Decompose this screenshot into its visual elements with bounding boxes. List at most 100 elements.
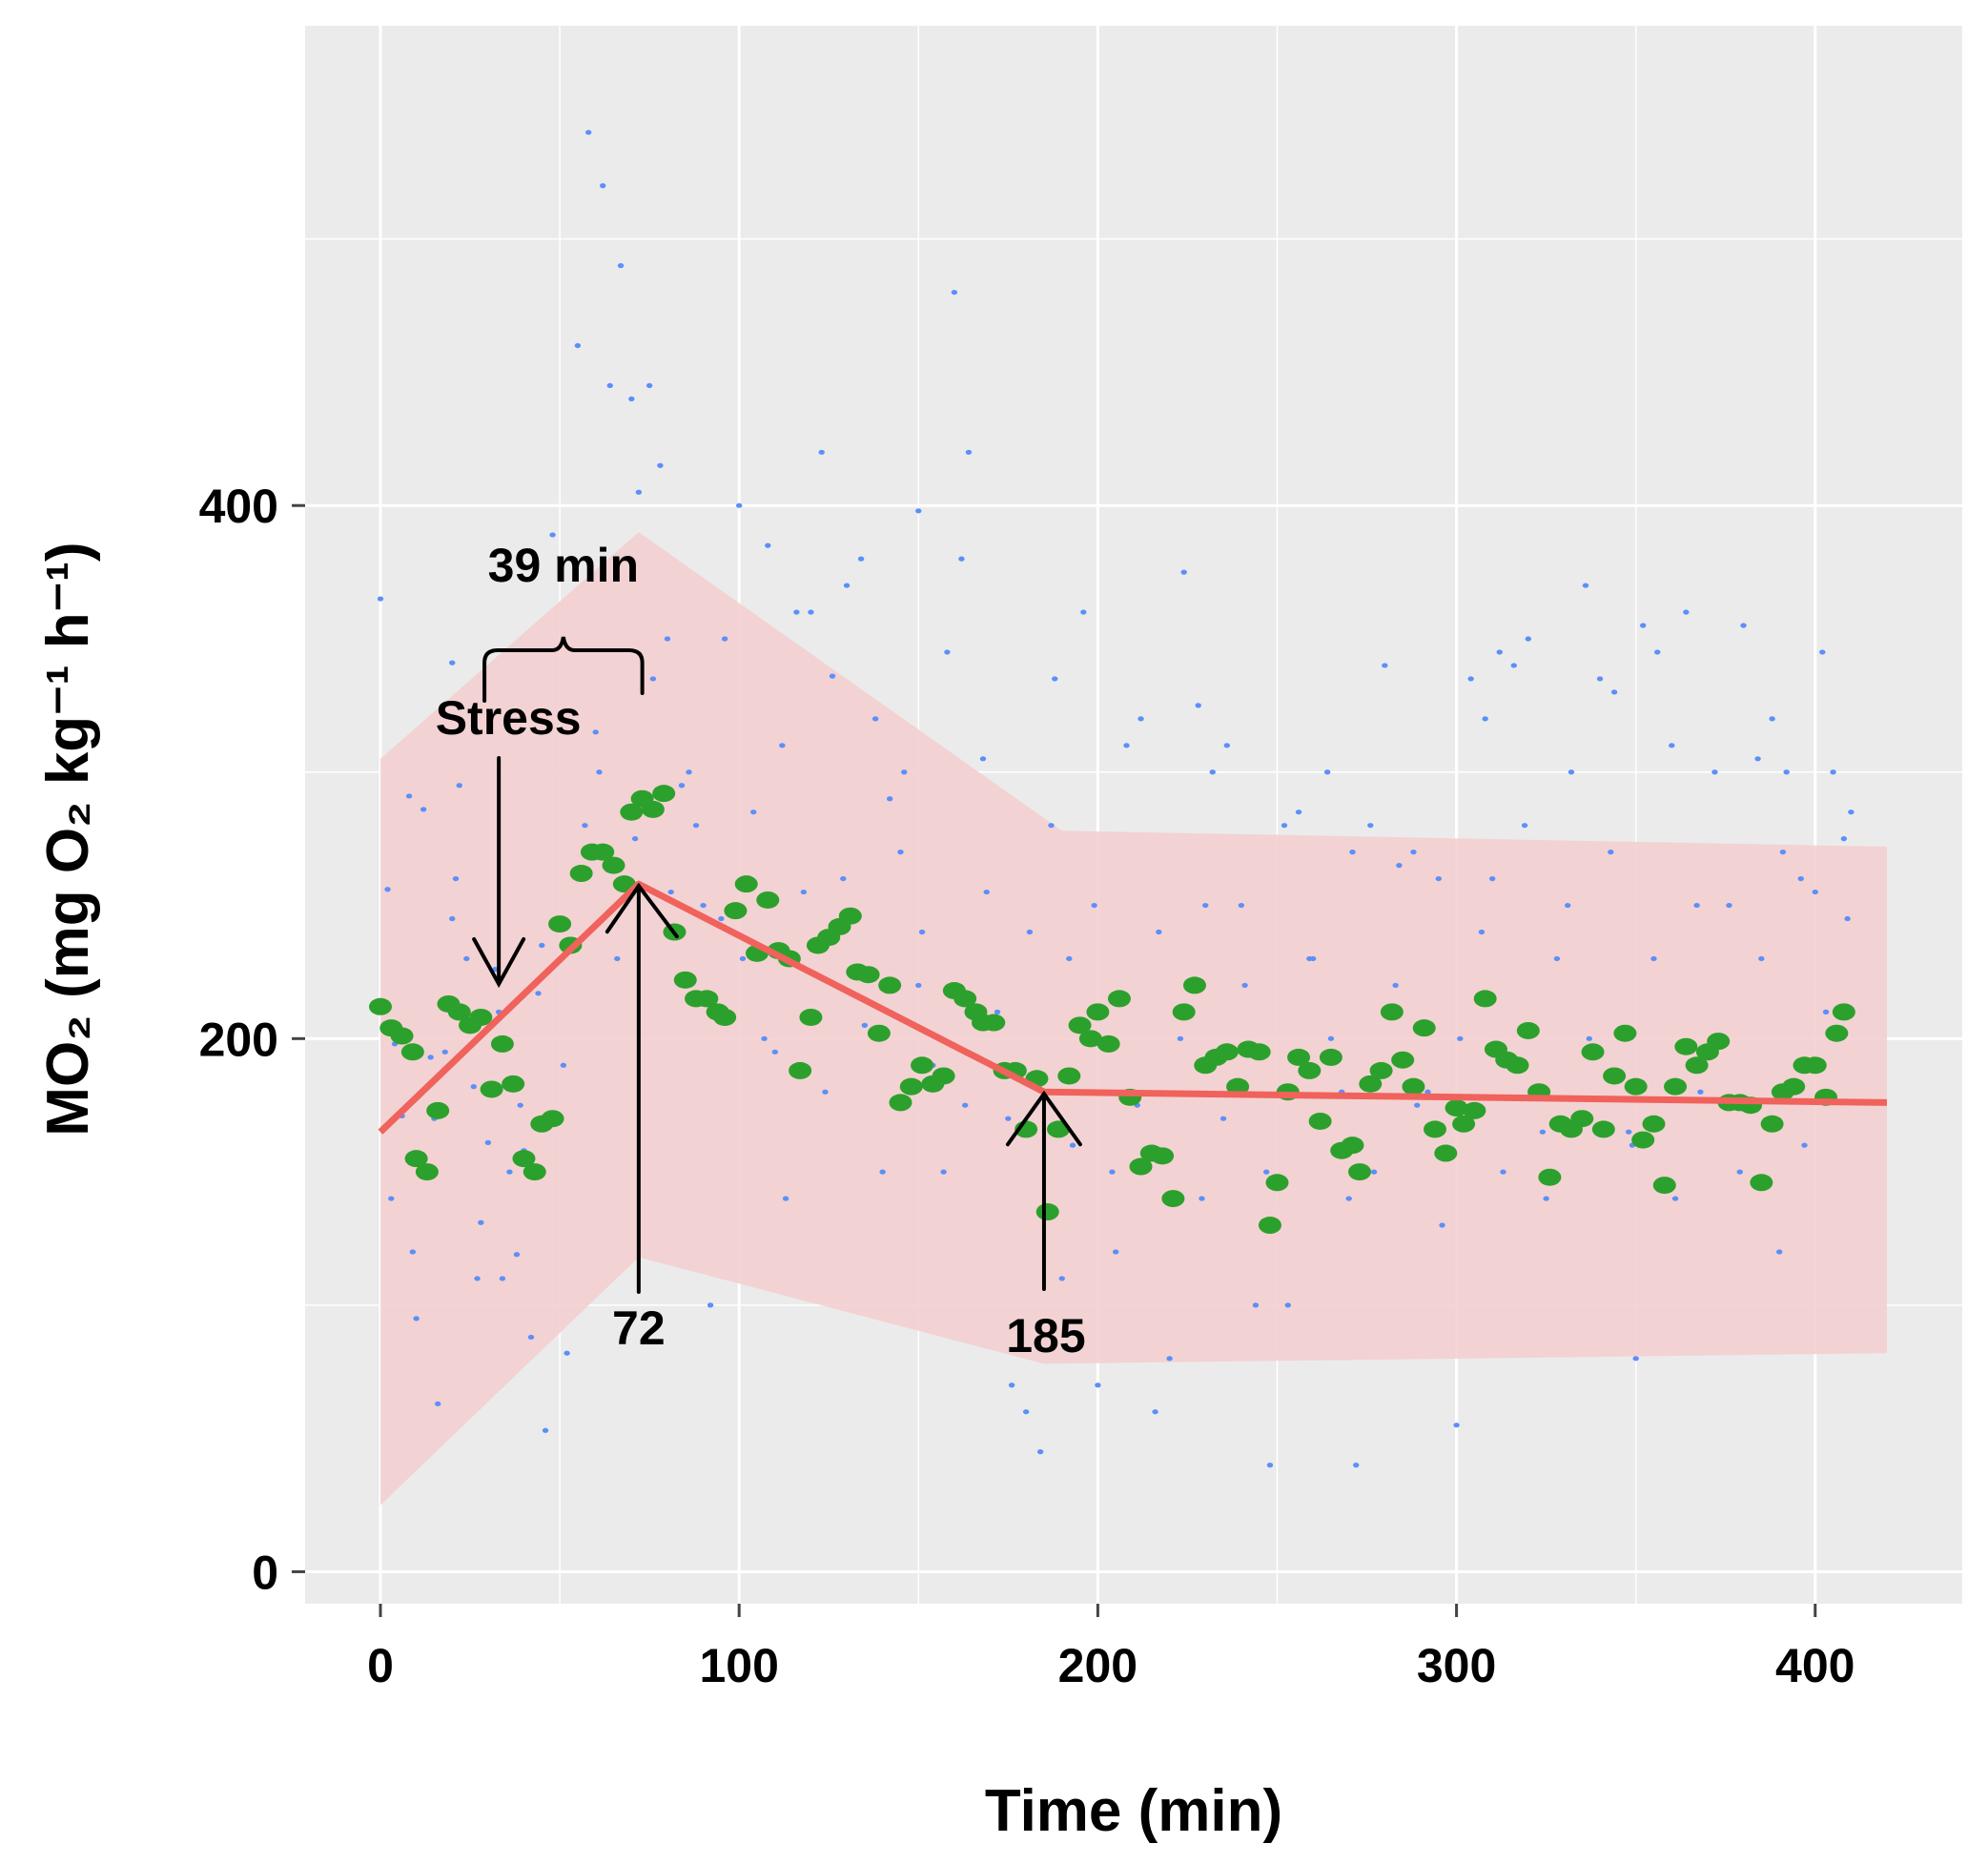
mean-point bbox=[1674, 1037, 1698, 1055]
mean-point bbox=[1172, 1003, 1196, 1021]
raw-point bbox=[1683, 609, 1690, 615]
mean-point bbox=[1298, 1061, 1322, 1079]
raw-point bbox=[1525, 636, 1532, 642]
mean-point bbox=[878, 976, 902, 994]
mean-point bbox=[569, 865, 593, 883]
raw-point bbox=[1137, 716, 1144, 722]
mean-point bbox=[1182, 976, 1206, 994]
raw-point bbox=[513, 1252, 521, 1258]
raw-point bbox=[549, 532, 556, 538]
raw-point bbox=[750, 809, 757, 815]
raw-point bbox=[1241, 982, 1248, 989]
mean-point bbox=[1369, 1061, 1393, 1079]
raw-point bbox=[484, 1139, 492, 1145]
raw-point bbox=[771, 1049, 779, 1055]
x-tick-label: 300 bbox=[1417, 1639, 1496, 1692]
raw-point bbox=[539, 942, 545, 949]
raw-point bbox=[1564, 902, 1571, 909]
raw-point bbox=[1262, 1169, 1270, 1175]
mean-point bbox=[1652, 1177, 1676, 1195]
raw-point bbox=[560, 1062, 567, 1068]
mean-point bbox=[1319, 1048, 1342, 1066]
raw-point bbox=[631, 836, 639, 842]
raw-point bbox=[1370, 1169, 1378, 1175]
mean-point bbox=[1803, 1056, 1827, 1075]
x-tick-label: 400 bbox=[1775, 1639, 1855, 1692]
raw-point bbox=[951, 289, 958, 296]
mean-point bbox=[1391, 1051, 1415, 1069]
raw-point bbox=[961, 1102, 969, 1108]
mean-point bbox=[1642, 1115, 1666, 1133]
raw-point bbox=[782, 1196, 789, 1201]
raw-point bbox=[463, 955, 470, 962]
raw-point bbox=[409, 1249, 417, 1255]
raw-point bbox=[721, 636, 728, 642]
raw-point bbox=[1608, 850, 1614, 855]
raw-point bbox=[808, 609, 814, 615]
y-axis-title: MO₂ (mg O₂ kg⁻¹ h⁻¹) bbox=[35, 542, 101, 1136]
raw-point bbox=[499, 1276, 506, 1281]
raw-point bbox=[897, 850, 904, 855]
raw-points bbox=[377, 130, 1855, 1468]
mean-point bbox=[1685, 1056, 1709, 1075]
mean-point bbox=[548, 915, 572, 933]
fit-line bbox=[378, 880, 1888, 1135]
raw-point bbox=[983, 889, 990, 895]
raw-point bbox=[1586, 1035, 1592, 1041]
raw-point bbox=[692, 823, 700, 829]
raw-point bbox=[1625, 1129, 1632, 1135]
mean-point bbox=[523, 1163, 546, 1181]
raw-point bbox=[1654, 649, 1661, 655]
raw-point bbox=[1080, 609, 1087, 615]
mean-point bbox=[953, 990, 977, 1008]
mean-point bbox=[1341, 1137, 1364, 1155]
raw-point bbox=[1349, 850, 1356, 855]
raw-point bbox=[628, 396, 635, 401]
raw-point bbox=[678, 783, 686, 789]
mean-point bbox=[867, 1024, 891, 1042]
raw-point bbox=[1410, 850, 1417, 855]
raw-point bbox=[686, 769, 692, 775]
raw-point bbox=[1822, 1009, 1830, 1014]
x-axis-title: Time (min) bbox=[985, 1778, 1282, 1844]
breakpoint1-arrow-head bbox=[605, 882, 679, 939]
mean-point bbox=[1287, 1048, 1311, 1066]
raw-point bbox=[915, 982, 922, 989]
raw-point bbox=[1413, 1102, 1421, 1108]
mean-point bbox=[1613, 1024, 1637, 1042]
mean-point bbox=[404, 1150, 428, 1168]
mean-point bbox=[1473, 990, 1497, 1008]
raw-point bbox=[1152, 1409, 1158, 1415]
raw-point bbox=[1177, 1035, 1184, 1041]
raw-point bbox=[1769, 716, 1775, 722]
raw-point bbox=[843, 583, 851, 588]
raw-point bbox=[1693, 902, 1700, 909]
raw-point bbox=[413, 1316, 420, 1321]
raw-point bbox=[979, 756, 987, 762]
raw-point bbox=[1281, 823, 1288, 829]
raw-point bbox=[1775, 1249, 1783, 1255]
raw-point bbox=[449, 915, 456, 922]
mean-point bbox=[1750, 1174, 1773, 1192]
mean-point bbox=[1664, 1077, 1688, 1096]
mean-point bbox=[426, 1101, 450, 1119]
raw-point bbox=[596, 769, 603, 775]
raw-point bbox=[667, 889, 674, 895]
raw-point bbox=[1453, 1423, 1460, 1428]
mean-point bbox=[390, 1027, 414, 1045]
raw-point bbox=[1180, 569, 1187, 575]
mean-point bbox=[982, 1014, 1006, 1032]
raw-point bbox=[822, 1089, 829, 1095]
mean-point bbox=[1445, 1099, 1468, 1117]
mean-point bbox=[652, 785, 676, 803]
confidence-band bbox=[380, 532, 1887, 1506]
raw-point bbox=[700, 902, 707, 909]
raw-point bbox=[901, 769, 908, 775]
stress-arrow-head bbox=[472, 937, 526, 989]
raw-point bbox=[1424, 1089, 1431, 1095]
raw-point bbox=[1022, 1409, 1030, 1415]
x-axis: 0 100 200 300 400 bbox=[367, 1604, 1855, 1692]
mean-point bbox=[1603, 1067, 1627, 1085]
raw-point bbox=[1252, 1302, 1260, 1308]
raw-point bbox=[1199, 1196, 1205, 1201]
